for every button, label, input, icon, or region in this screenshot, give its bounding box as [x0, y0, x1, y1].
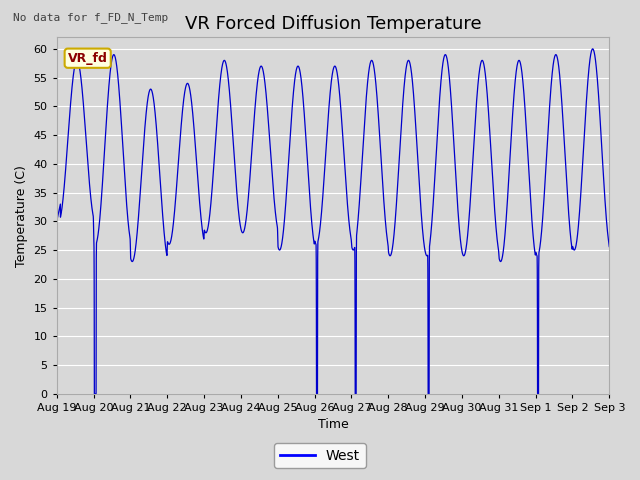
Legend: West: West [275, 443, 365, 468]
Text: No data for f_FD_N_Temp: No data for f_FD_N_Temp [13, 12, 168, 23]
Text: VR_fd: VR_fd [68, 52, 108, 65]
Title: VR Forced Diffusion Temperature: VR Forced Diffusion Temperature [185, 15, 481, 33]
X-axis label: Time: Time [317, 419, 348, 432]
Y-axis label: Temperature (C): Temperature (C) [15, 165, 28, 266]
